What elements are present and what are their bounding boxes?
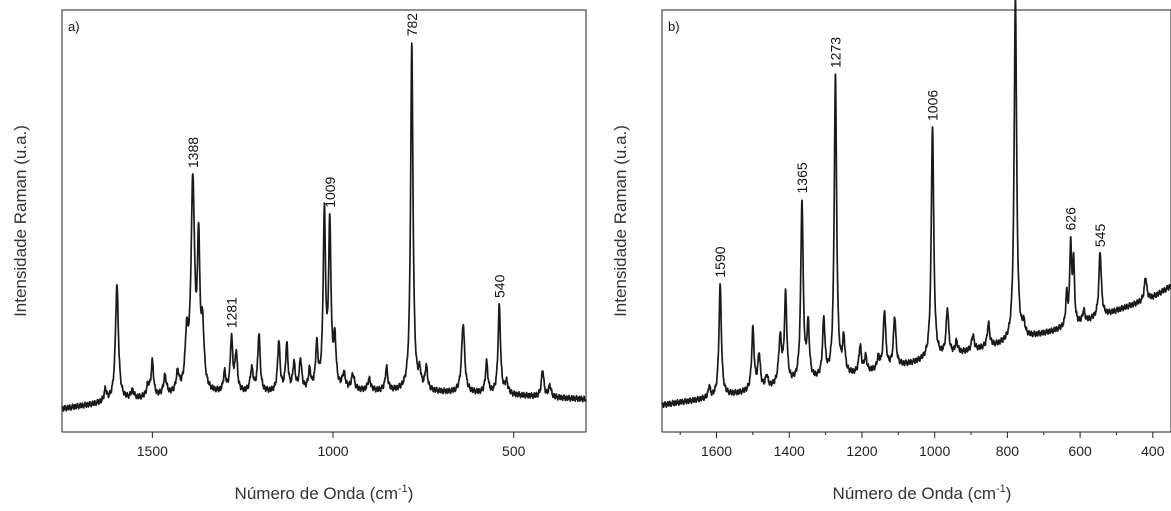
x-axis-label-a-main: Número de Onda (cm <box>235 484 398 503</box>
spectrum-line-b <box>661 0 1171 409</box>
peak-label-a-782: 782 <box>404 13 420 37</box>
y-axis-label-b: Intensidade Raman (u.a.) <box>611 125 630 317</box>
peak-label-b-545: 545 <box>1092 224 1108 248</box>
x-tick-label-a-1000: 1000 <box>317 443 348 459</box>
spectrum-line-a <box>61 42 587 412</box>
panel-label-b: b) <box>668 19 680 34</box>
peak-labels-a: 1388 1281 1009 782 540 <box>185 13 507 328</box>
x-axis-label-b-main: Número de Onda (cm <box>833 484 996 503</box>
x-tick-label-b-800: 800 <box>996 443 1020 459</box>
x-axis-label-b: Número de Onda (cm-1) <box>833 483 1012 503</box>
x-tick-label-b-1600: 1600 <box>701 443 732 459</box>
peak-label-a-1281: 1281 <box>224 297 240 328</box>
peak-labels-b: 1590136512731006778626545 <box>712 37 1108 278</box>
peak-label-b-626: 626 <box>1063 207 1079 231</box>
x-axis-label-a-end: ) <box>408 484 414 503</box>
chart-panel-a: a) Intensidade Raman (u.a.) Número de On… <box>11 9 587 503</box>
x-tick-label-b-400: 400 <box>1141 443 1165 459</box>
chart-panel-b: b) Intensidade Raman (u.a.) Número de On… <box>611 0 1171 503</box>
plot-frame-b <box>661 9 1171 433</box>
x-axis-ticks-a: 1500 1000 500 <box>137 432 526 459</box>
peak-label-b-1273: 1273 <box>827 37 843 68</box>
x-tick-label-b-1000: 1000 <box>919 443 950 459</box>
peak-label-a-540: 540 <box>491 274 507 298</box>
peak-label-b-1365: 1365 <box>794 162 810 193</box>
peak-label-b-1006: 1006 <box>925 90 941 121</box>
x-axis-ticks-b: 1600 1400 1200 1000 800 600 400 <box>679 432 1165 459</box>
x-axis-label-a: Número de Onda (cm-1) <box>235 483 414 503</box>
x-tick-label-a-1500: 1500 <box>137 443 168 459</box>
peak-label-a-1388: 1388 <box>185 137 201 168</box>
peak-label-a-1009: 1009 <box>322 176 338 207</box>
panel-label-a: a) <box>68 19 80 34</box>
x-tick-label-b-1200: 1200 <box>846 443 877 459</box>
peak-label-b-1590: 1590 <box>712 246 728 277</box>
x-axis-label-a-sup: -1 <box>398 483 408 495</box>
plot-frame-a <box>61 9 587 433</box>
x-tick-label-b-600: 600 <box>1068 443 1092 459</box>
x-axis-label-b-end: ) <box>1006 484 1012 503</box>
y-axis-label-a: Intensidade Raman (u.a.) <box>11 125 30 317</box>
x-tick-label-a-500: 500 <box>502 443 526 459</box>
x-axis-label-b-sup: -1 <box>996 483 1006 495</box>
x-tick-label-b-1400: 1400 <box>774 443 805 459</box>
